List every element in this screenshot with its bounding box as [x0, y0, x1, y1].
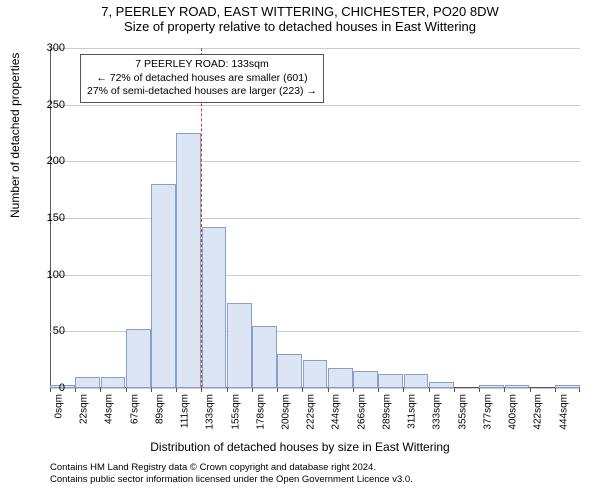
histogram-bar	[227, 303, 252, 388]
x-tick-label: 111sqm	[180, 394, 191, 428]
x-tick-label: 400sqm	[508, 394, 519, 430]
y-tick-label: 150	[25, 212, 65, 224]
grid-line	[50, 48, 580, 49]
histogram-bar	[555, 385, 580, 388]
attribution-line1: Contains HM Land Registry data © Crown c…	[50, 462, 413, 474]
x-tick-label: 22sqm	[79, 394, 90, 424]
y-tick-label: 100	[25, 269, 65, 281]
x-tick	[302, 388, 303, 392]
x-tick-label: 133sqm	[205, 394, 216, 430]
x-tick	[579, 388, 580, 392]
annotation-line2: ← 72% of detached houses are smaller (60…	[87, 72, 317, 86]
x-tick	[429, 388, 430, 392]
y-axis-label: Number of detached properties	[8, 53, 22, 218]
x-tick-label: 377sqm	[482, 394, 493, 430]
grid-line	[50, 161, 580, 162]
grid-line	[50, 105, 580, 106]
x-tick	[353, 388, 354, 392]
x-tick	[555, 388, 556, 392]
annotation-line3: 27% of semi-detached houses are larger (…	[87, 85, 317, 99]
y-tick-label: 50	[25, 325, 65, 337]
x-tick-label: 44sqm	[104, 394, 115, 424]
x-tick	[403, 388, 404, 392]
plot-area: 0sqm22sqm44sqm67sqm89sqm111sqm133sqm155s…	[50, 48, 580, 388]
histogram-bar	[202, 227, 227, 388]
x-tick	[479, 388, 480, 392]
x-tick	[454, 388, 455, 392]
grid-line	[50, 218, 580, 219]
x-tick-label: 178sqm	[255, 394, 266, 430]
grid-line	[50, 388, 580, 389]
x-tick-label: 0sqm	[53, 394, 64, 418]
attribution-block: Contains HM Land Registry data © Crown c…	[50, 462, 413, 487]
histogram-bar	[479, 385, 504, 388]
x-tick	[252, 388, 253, 392]
histogram-bar	[353, 371, 378, 388]
histogram-bar	[75, 377, 100, 388]
x-tick-label: 266sqm	[356, 394, 367, 430]
histogram-bar	[378, 374, 403, 388]
x-tick-label: 311sqm	[407, 394, 418, 429]
x-tick-label: 200sqm	[280, 394, 291, 430]
chart-title-line2: Size of property relative to detached ho…	[0, 19, 600, 34]
histogram-bar	[505, 385, 530, 388]
x-tick-label: 89sqm	[154, 394, 165, 424]
x-tick	[530, 388, 531, 392]
chart-title-block: 7, PEERLEY ROAD, EAST WITTERING, CHICHES…	[0, 0, 600, 34]
histogram-bar	[328, 368, 353, 388]
y-tick-label: 300	[25, 42, 65, 54]
y-tick-label: 200	[25, 155, 65, 167]
histogram-bar	[404, 374, 429, 388]
y-tick-label: 250	[25, 99, 65, 111]
x-tick	[227, 388, 228, 392]
x-tick	[201, 388, 202, 392]
x-tick	[378, 388, 379, 392]
histogram-bar	[303, 360, 328, 388]
x-tick-label: 244sqm	[331, 394, 342, 430]
x-tick-label: 289sqm	[381, 394, 392, 430]
histogram-bar	[151, 184, 176, 388]
x-tick-label: 222sqm	[306, 394, 317, 430]
grid-line	[50, 275, 580, 276]
x-tick	[151, 388, 152, 392]
histogram-bar	[429, 382, 454, 388]
x-tick	[504, 388, 505, 392]
x-tick-label: 422sqm	[533, 394, 544, 430]
x-tick	[126, 388, 127, 392]
attribution-line2: Contains public sector information licen…	[50, 474, 413, 486]
x-tick	[277, 388, 278, 392]
x-tick	[100, 388, 101, 392]
x-tick-label: 444sqm	[558, 394, 569, 430]
x-tick	[176, 388, 177, 392]
x-tick	[75, 388, 76, 392]
histogram-bar	[252, 326, 277, 388]
x-tick-label: 355sqm	[457, 394, 468, 430]
x-tick-label: 333sqm	[432, 394, 443, 430]
chart-title-line1: 7, PEERLEY ROAD, EAST WITTERING, CHICHES…	[0, 4, 600, 19]
histogram-bar	[176, 133, 201, 388]
x-tick-label: 67sqm	[129, 394, 140, 424]
annotation-box: 7 PEERLEY ROAD: 133sqm← 72% of detached …	[80, 54, 324, 103]
x-axis-label: Distribution of detached houses by size …	[0, 440, 600, 454]
x-tick-label: 155sqm	[230, 394, 241, 430]
x-tick	[328, 388, 329, 392]
annotation-line1: 7 PEERLEY ROAD: 133sqm	[87, 58, 317, 72]
y-tick-label: 0	[25, 382, 65, 394]
histogram-bar	[277, 354, 302, 388]
histogram-bar	[101, 377, 126, 388]
histogram-bar	[126, 329, 151, 388]
